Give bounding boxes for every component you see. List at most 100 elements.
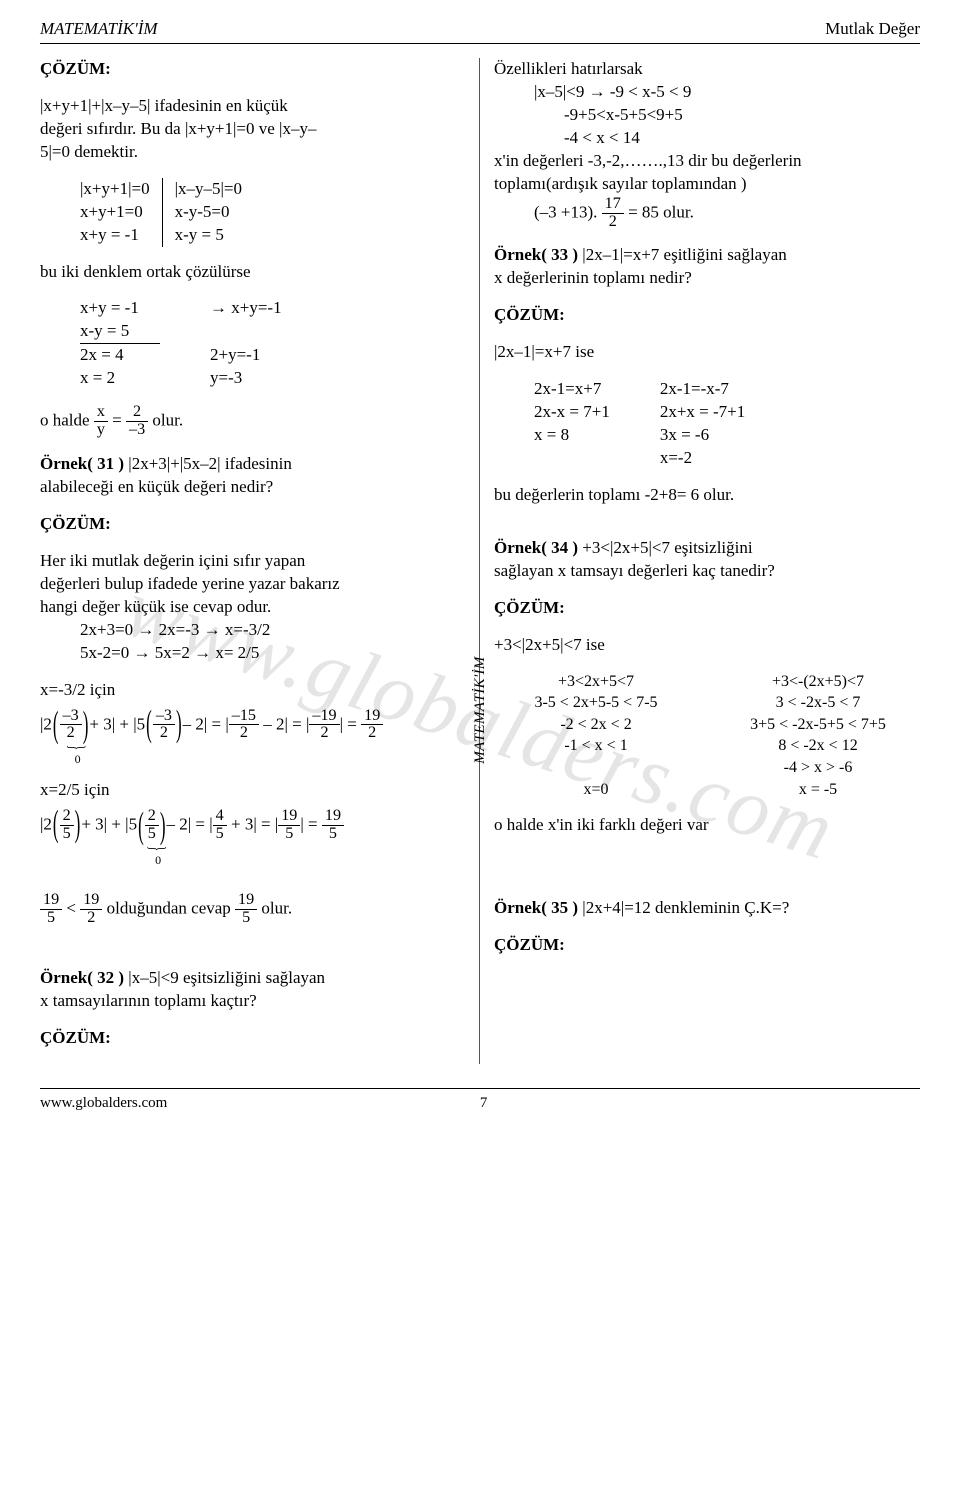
ineq-col: +3<-(2x+5)<7 3 < -2x-5 < 7 3+5 < -2x-5+5… bbox=[716, 671, 920, 801]
solution-heading: ÇÖZÜM: bbox=[494, 934, 920, 957]
text-line: +3<|2x+5|<7 ise bbox=[494, 634, 920, 657]
example-text: x değerlerinin toplamı nedir? bbox=[494, 267, 920, 290]
eq-line: 2x-1=x+7 bbox=[534, 378, 610, 401]
paragraph: Özellikleri hatırlarsak |x–5|<9 → -9 < x… bbox=[494, 58, 920, 231]
column-right: Özellikleri hatırlarsak |x–5|<9 → -9 < x… bbox=[480, 58, 920, 1064]
eq-line: x = 8 bbox=[534, 424, 610, 447]
text: o halde bbox=[40, 411, 94, 430]
denominator: y bbox=[94, 422, 108, 439]
case-heading: x=2/5 için bbox=[40, 779, 465, 802]
split-left: |x+y+1|=0 x+y+1=0 x+y = -1 bbox=[80, 178, 163, 247]
t: + bbox=[119, 714, 133, 733]
footer-url: www.globalders.com bbox=[40, 1093, 167, 1113]
eq-line: |x–y–5|=0 bbox=[175, 178, 242, 201]
eq-line: |x+y+1|=0 bbox=[80, 178, 150, 201]
n: 2 bbox=[145, 808, 159, 826]
eq-line: x+y+1=0 bbox=[80, 201, 150, 224]
t: olduğundan cevap bbox=[107, 899, 235, 918]
comparison-line: 195 < 192 olduğundan cevap 195 olur. bbox=[40, 892, 465, 927]
header-left: MATEMATİK'İM bbox=[40, 18, 158, 41]
d: 5 bbox=[322, 826, 344, 843]
text: olur. bbox=[152, 411, 183, 430]
t: olur. bbox=[261, 899, 292, 918]
eq-line: x = -5 bbox=[716, 779, 920, 801]
paragraph: Her iki mutlak değerin içini sıfır yapan… bbox=[40, 550, 465, 665]
text-line: 5x-2=0 → 5x=2 → x= 2/5 bbox=[40, 642, 465, 665]
d: 2 bbox=[602, 214, 624, 231]
example-label: Örnek( 35 ) bbox=[494, 898, 578, 917]
page: MATEMATİK'İM Mutlak Değer MATEMATİK'İM Ç… bbox=[0, 0, 960, 1123]
eq-line: 3-5 < 2x+5-5 < 7-5 bbox=[494, 692, 698, 714]
example-heading: Örnek( 31 ) |2x+3|+|5x–2| ifadesinin ala… bbox=[40, 453, 465, 499]
eq-line: -4 > x > -6 bbox=[716, 757, 920, 779]
example-heading: Örnek( 32 ) |x–5|<9 eşitsizliğini sağlay… bbox=[40, 967, 465, 1013]
example-text: x tamsayılarının toplamı kaçtır? bbox=[40, 990, 465, 1013]
t: 2 bbox=[43, 815, 52, 834]
split-right: |x–y–5|=0 x-y-5=0 x-y = 5 bbox=[175, 178, 242, 247]
text-line: o halde x'in iki farklı değeri var bbox=[494, 814, 920, 837]
t: = bbox=[212, 714, 226, 733]
numerator: x bbox=[94, 404, 108, 422]
n: 2 bbox=[60, 808, 74, 826]
eq-line: x=-2 bbox=[660, 447, 745, 470]
eq-line: 2x-1=-x-7 bbox=[660, 378, 745, 401]
fraction: x y bbox=[94, 404, 108, 439]
t: 2 bbox=[43, 714, 52, 733]
d: 5 bbox=[60, 826, 74, 843]
text-line: -9+5<x-5+5<9+5 bbox=[494, 104, 920, 127]
t: + 3 bbox=[89, 714, 111, 733]
footer: www.globalders.com 7 bbox=[40, 1088, 920, 1113]
d: 5 bbox=[278, 826, 300, 843]
text-line: x'in değerleri -3,-2,…….,13 dir bu değer… bbox=[494, 150, 920, 173]
columns: ÇÖZÜM: |x+y+1|+|x–y–5| ifadesinin en küç… bbox=[40, 58, 920, 1064]
paragraph: |x+y+1|+|x–y–5| ifadesinin en küçük değe… bbox=[40, 95, 465, 164]
t: + 3 bbox=[227, 815, 254, 834]
example-text: alabileceği en küçük değeri nedir? bbox=[40, 476, 465, 499]
text-line: toplamı(ardışık sayılar toplamından ) bbox=[494, 173, 920, 196]
solution-heading: ÇÖZÜM: bbox=[494, 597, 920, 620]
example-label: Örnek( 31 ) bbox=[40, 454, 124, 473]
fraction: 2 –3 bbox=[126, 404, 148, 439]
footer-page: 7 bbox=[480, 1093, 488, 1113]
text-line: 5|=0 demektir. bbox=[40, 141, 465, 164]
t: (–3 +13). bbox=[534, 202, 597, 221]
n: –19 bbox=[309, 708, 339, 726]
example-text: |2x+3|+|5x–2| ifadesinin bbox=[124, 454, 292, 473]
solution-heading: ÇÖZÜM: bbox=[494, 304, 920, 327]
t: + 3 bbox=[81, 815, 103, 834]
text-line: Özellikleri hatırlarsak bbox=[494, 58, 920, 81]
example-heading: Örnek( 34 ) +3<|2x+5|<7 eşitsizliğini sa… bbox=[494, 537, 920, 583]
eq-line: → x+y=-1 bbox=[210, 297, 282, 344]
eq-line: x-y = 5 bbox=[80, 320, 160, 343]
text: = bbox=[112, 411, 126, 430]
example-label: Örnek( 34 ) bbox=[494, 538, 578, 557]
text-line: değerleri bulup ifadede yerine yazar bak… bbox=[40, 573, 465, 596]
t: 5 bbox=[129, 815, 138, 834]
eq-line: +3<-(2x+5)<7 bbox=[716, 671, 920, 693]
text-line: değeri sıfırdır. Bu da |x+y+1|=0 ve |x–y… bbox=[40, 118, 465, 141]
t: = bbox=[261, 815, 275, 834]
n: –15 bbox=[229, 708, 259, 726]
example-text: sağlayan x tamsayı değerleri kaç tanedir… bbox=[494, 560, 920, 583]
example-label: Örnek( 32 ) bbox=[40, 968, 124, 987]
n: –3 bbox=[60, 708, 82, 726]
t: – 2 bbox=[183, 714, 204, 733]
text-line: Her iki mutlak değerin içini sıfır yapan bbox=[40, 550, 465, 573]
t: = bbox=[292, 714, 306, 733]
eq-line: 2x+x = -7+1 bbox=[660, 401, 745, 424]
t: < bbox=[66, 899, 80, 918]
text-line: 2x+3=0 → 2x=-3 → x=-3/2 bbox=[40, 619, 465, 642]
t: – 2 bbox=[167, 815, 188, 834]
text-line: |x+y+1|+|x–y–5| ifadesinin en küçük bbox=[40, 95, 465, 118]
eq-line: 2x-x = 7+1 bbox=[534, 401, 610, 424]
eq-line: 3+5 < -2x-5+5 < 7+5 bbox=[716, 714, 920, 736]
sum-line: (–3 +13). 172 = 85 olur. bbox=[494, 196, 920, 231]
case-heading: x=-3/2 için bbox=[40, 679, 465, 702]
numerator: 2 bbox=[126, 404, 148, 422]
d: 5 bbox=[213, 826, 227, 843]
example-text: +3<|2x+5|<7 eşitsizliğini bbox=[578, 538, 753, 557]
eq-line: x+y = -1 bbox=[80, 297, 160, 320]
ineq-table: +3<2x+5<7 3-5 < 2x+5-5 < 7-5 -2 < 2x < 2… bbox=[494, 671, 920, 801]
n: 19 bbox=[322, 808, 344, 826]
eq-line: x = 2 bbox=[80, 367, 160, 390]
